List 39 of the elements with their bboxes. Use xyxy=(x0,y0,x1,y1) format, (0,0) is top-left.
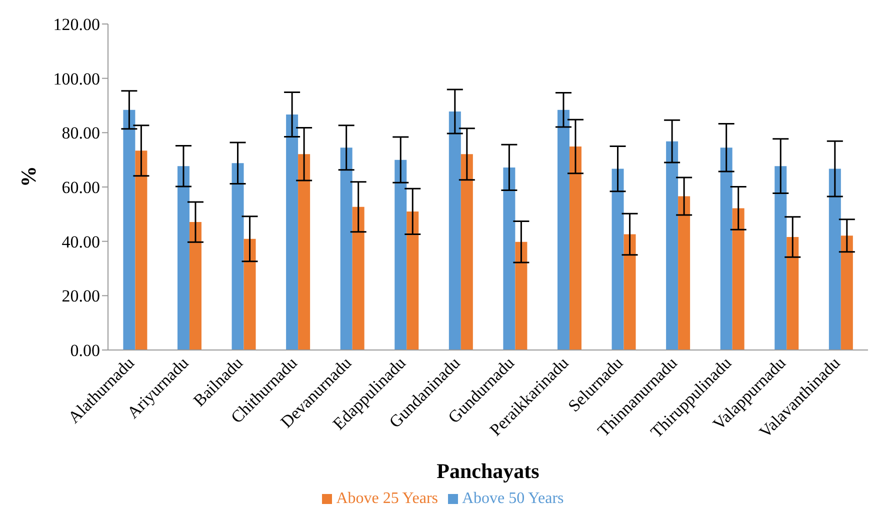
bar xyxy=(340,148,352,350)
bar xyxy=(515,242,528,350)
bar xyxy=(232,163,244,350)
y-tick-label: 20.00 xyxy=(62,286,100,306)
bar xyxy=(774,166,787,350)
bar xyxy=(828,168,841,350)
y-tick-label: 40.00 xyxy=(62,232,100,252)
bar xyxy=(678,196,690,350)
bar xyxy=(352,206,364,350)
bar xyxy=(298,154,310,350)
bar xyxy=(569,146,582,350)
legend-label: Above 50 Years xyxy=(462,490,564,507)
y-tick-label: 100.00 xyxy=(53,69,100,88)
bar xyxy=(503,167,516,350)
bar xyxy=(840,236,853,350)
bar xyxy=(123,110,136,350)
bar xyxy=(177,166,190,350)
bar xyxy=(460,154,473,350)
bar xyxy=(666,141,678,350)
bar xyxy=(786,236,799,350)
x-axis-title: Panchayats xyxy=(436,459,540,483)
bar xyxy=(624,234,636,350)
y-tick-label: 80.00 xyxy=(62,124,100,143)
bar xyxy=(557,110,570,350)
bar xyxy=(612,168,624,350)
bar xyxy=(720,148,732,350)
bar xyxy=(406,211,419,350)
bar xyxy=(244,238,256,350)
y-tick-label: 0.00 xyxy=(70,341,100,360)
bar xyxy=(135,150,148,350)
legend-label: Above 25 Years xyxy=(336,490,438,507)
bar xyxy=(394,160,407,350)
y-axis-title: % xyxy=(16,166,40,187)
bar xyxy=(189,222,202,350)
bar xyxy=(732,208,744,350)
bar xyxy=(286,114,298,350)
y-tick-label: 120.00 xyxy=(53,15,100,34)
y-tick-label: 60.00 xyxy=(62,178,100,198)
bar xyxy=(448,111,461,350)
